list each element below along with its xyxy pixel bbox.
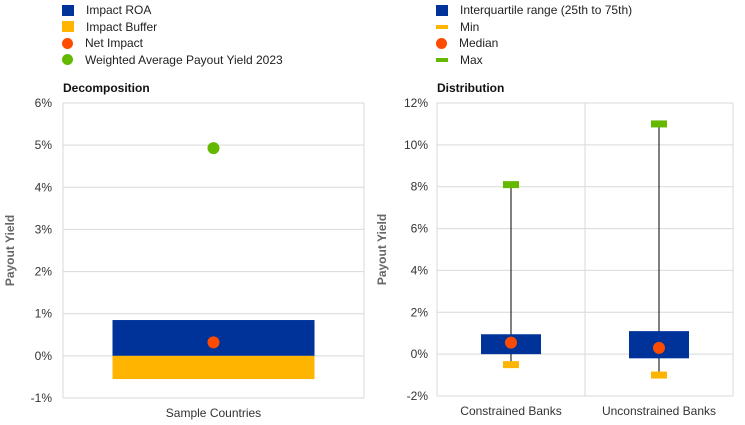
- y-tick-label: -1%: [31, 391, 53, 405]
- point-weighted-average-payout-yield-2023: [207, 142, 220, 155]
- legend-item: Max: [436, 52, 632, 69]
- y-tick-label: 8%: [411, 180, 429, 194]
- legend-item: Impact Buffer: [62, 19, 283, 36]
- y-tick-label: 0%: [411, 347, 429, 361]
- legend-item: Impact ROA: [62, 2, 283, 19]
- max-marker: [503, 181, 519, 189]
- y-tick-label: 4%: [411, 263, 429, 277]
- legend-decomposition: Impact ROA Impact Buffer Net Impact Weighte…: [62, 2, 283, 68]
- legend-swatch-square: [62, 21, 74, 33]
- legend-swatch-dash: [436, 57, 448, 62]
- median-point: [653, 341, 665, 354]
- point-net-impact: [207, 336, 220, 349]
- y-tick-label: 2%: [35, 265, 53, 279]
- y-tick-label: 2%: [411, 305, 429, 319]
- median-point: [505, 336, 517, 349]
- y-tick-label: 5%: [35, 138, 53, 152]
- legend-swatch-dot: [62, 37, 73, 49]
- legend-label: Min: [460, 19, 480, 34]
- legend-item: Interquartile range (25th to 75th): [436, 2, 632, 19]
- y-tick-label: -2%: [407, 389, 429, 403]
- legend-swatch-dot: [436, 37, 447, 49]
- legend-label: Weighted Average Payout Yield 2023: [85, 52, 283, 67]
- legend-item: Weighted Average Payout Yield 2023: [62, 52, 283, 69]
- legend-label: Interquartile range (25th to 75th): [460, 3, 633, 18]
- legend-swatch-square: [62, 4, 74, 16]
- y-axis-label: Payout Yield: [375, 214, 389, 285]
- bar-impact-buffer: [112, 355, 315, 380]
- legend-swatch-square: [436, 4, 448, 16]
- y-tick-label: 4%: [35, 180, 53, 194]
- min-marker: [503, 361, 519, 369]
- legend-swatch-dot: [62, 54, 73, 66]
- legend-label: Max: [460, 52, 483, 67]
- chart-title-distribution: Distribution: [437, 81, 505, 95]
- y-tick-label: 10%: [404, 138, 428, 152]
- x-category-label: Constrained Banks: [460, 404, 561, 418]
- chart-title-decomposition: Decomposition: [63, 81, 150, 95]
- legend-item: Min: [436, 19, 632, 36]
- min-marker: [651, 371, 667, 379]
- legend-distribution: Interquartile range (25th to 75th) Min Med…: [436, 2, 632, 68]
- y-tick-label: 6%: [35, 96, 53, 110]
- x-category-label: Sample Countries: [166, 406, 261, 420]
- legend-item: Net Impact: [62, 35, 283, 52]
- y-tick-label: 1%: [35, 307, 53, 321]
- legend-item: Median: [436, 35, 632, 52]
- y-axis-label: Payout Yield: [3, 215, 17, 286]
- legend-label: Impact Buffer: [86, 19, 158, 34]
- y-tick-label: 3%: [35, 222, 53, 236]
- legend-label: Median: [459, 36, 499, 51]
- y-tick-label: 12%: [404, 96, 428, 110]
- legend-label: Net Impact: [85, 36, 144, 51]
- x-category-label: Unconstrained Banks: [602, 404, 716, 418]
- y-tick-label: 0%: [35, 349, 53, 363]
- legend-swatch-dash: [436, 24, 448, 29]
- y-tick-label: 6%: [411, 222, 429, 236]
- max-marker: [651, 120, 667, 128]
- legend-label: Impact ROA: [86, 3, 152, 18]
